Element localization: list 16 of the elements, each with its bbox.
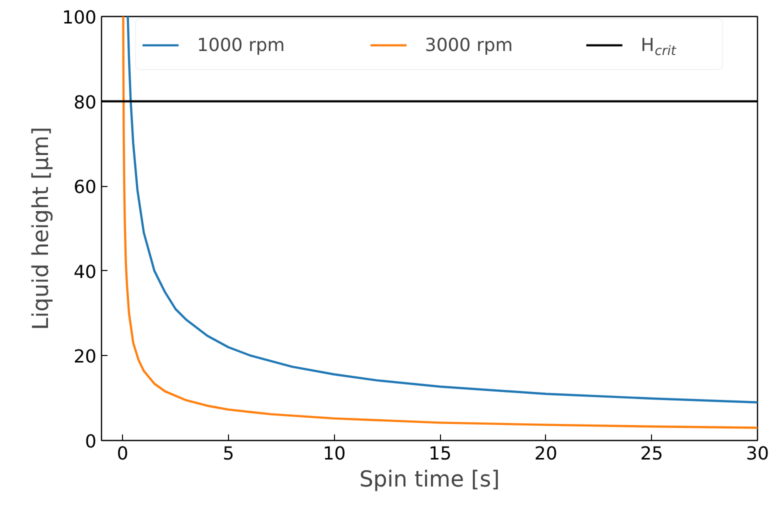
x-tick-label: 10 bbox=[322, 444, 346, 464]
x-tick-label: 5 bbox=[222, 444, 234, 464]
legend-label: 1000 rpm bbox=[196, 34, 285, 56]
y-tick-label: 100 bbox=[62, 8, 97, 28]
y-tick-label: 80 bbox=[74, 92, 96, 114]
x-tick-label: 30 bbox=[746, 444, 769, 464]
y-tick-label: 60 bbox=[74, 177, 96, 198]
y-tick-label: 40 bbox=[74, 262, 96, 283]
x-tick-label: 20 bbox=[534, 444, 558, 464]
x-axis-title: Spin time [s] bbox=[359, 468, 500, 492]
legend-label: 3000 rpm bbox=[424, 34, 513, 56]
y-axis-title: Liquid height [μm] bbox=[29, 126, 54, 330]
x-tick-label: 15 bbox=[428, 444, 452, 464]
x-tick-label: 25 bbox=[640, 444, 664, 464]
x-tick-label: 0 bbox=[116, 444, 128, 464]
y-tick-label: 20 bbox=[74, 346, 96, 368]
